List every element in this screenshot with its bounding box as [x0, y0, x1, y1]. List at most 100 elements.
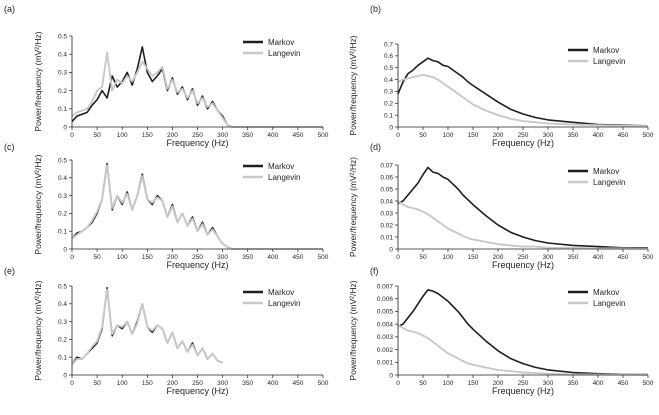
x-tick-label: 300 — [543, 380, 554, 387]
legend-label-markov: Markov — [268, 162, 294, 171]
x-axis-label: Frequency (Hz) — [492, 386, 554, 396]
x-tick-label: 500 — [643, 132, 654, 139]
y-tick-label: 0.01 — [380, 234, 393, 241]
y-tick-label: 0.03 — [380, 210, 393, 217]
x-tick-label: 150 — [468, 254, 479, 261]
y-tick-label: 0.4 — [58, 52, 67, 59]
chart-panel-5: (f) 0 50 100 150 200 250 300 350 400 450 500 0 0.001 0… — [348, 266, 654, 396]
x-tick-label: 500 — [318, 132, 329, 139]
legend-label-langevin: Langevin — [593, 178, 625, 187]
x-tick-label: 400 — [593, 132, 604, 139]
x-tick-label: 0 — [396, 380, 400, 387]
legend-label-langevin: Langevin — [593, 57, 625, 66]
x-axis-label: Frequency (Hz) — [166, 138, 228, 148]
y-axis-label: Power/frequency (mV²/Hz) — [348, 35, 358, 135]
legend-label-langevin: Langevin — [593, 299, 625, 308]
x-tick-label: 0 — [396, 254, 400, 261]
x-tick-label: 500 — [643, 380, 654, 387]
y-tick-label: 0.3 — [58, 70, 67, 77]
y-tick-label: 0.1 — [384, 112, 393, 119]
x-tick-label: 250 — [192, 380, 203, 387]
x-tick-label: 300 — [543, 132, 554, 139]
x-tick-label: 350 — [242, 132, 253, 139]
x-tick-label: 0 — [396, 132, 400, 139]
x-tick-label: 150 — [468, 132, 479, 139]
y-tick-label: 0.4 — [384, 77, 393, 84]
y-tick-label: 0.2 — [58, 88, 67, 95]
chart-panel-3: (d) 0 50 100 150 200 250 300 350 400 450 500 0 0.01 0.… — [348, 142, 654, 270]
legend-label-markov: Markov — [268, 38, 294, 47]
y-tick-label: 0.003 — [377, 334, 394, 341]
y-tick-label: 0.3 — [384, 89, 393, 96]
y-tick-label: 0.07 — [380, 162, 393, 169]
x-tick-label: 350 — [242, 254, 253, 261]
x-tick-label: 150 — [142, 132, 153, 139]
x-tick-label: 50 — [419, 380, 427, 387]
series-line-langevin — [71, 164, 323, 250]
y-tick-label: 0 — [63, 372, 67, 379]
x-tick-label: 50 — [93, 380, 101, 387]
x-tick-label: 150 — [142, 380, 153, 387]
x-tick-label: 350 — [568, 254, 579, 261]
y-tick-label: 0.5 — [58, 157, 67, 164]
y-tick-label: 0.007 — [377, 283, 394, 290]
x-tick-label: 300 — [217, 132, 228, 139]
y-tick-label: 0.5 — [58, 33, 67, 40]
legend-label-langevin: Langevin — [268, 173, 300, 182]
y-tick-label: 0.02 — [380, 222, 393, 229]
x-tick-label: 100 — [117, 380, 128, 387]
series-line-markov — [71, 46, 323, 128]
panel-label: (c) — [4, 142, 15, 152]
series-line-langevin — [71, 51, 323, 128]
series-line-langevin — [397, 324, 649, 376]
series-line-markov — [397, 166, 648, 249]
x-tick-label: 350 — [242, 380, 253, 387]
legend-label-langevin: Langevin — [268, 49, 300, 58]
chart-panel-2: (c) 0 50 100 150 200 250 300 350 400 450 500 0 0.1 0.2… — [4, 142, 329, 270]
x-tick-label: 300 — [543, 254, 554, 261]
legend-label-markov: Markov — [593, 167, 619, 176]
x-tick-label: 100 — [443, 254, 454, 261]
y-tick-label: 0.4 — [58, 301, 67, 308]
x-tick-label: 200 — [167, 132, 178, 139]
x-tick-label: 250 — [192, 132, 203, 139]
x-tick-label: 250 — [192, 254, 203, 261]
x-tick-label: 400 — [267, 254, 278, 261]
x-tick-label: 400 — [267, 132, 278, 139]
legend-label-markov: Markov — [593, 46, 619, 55]
x-tick-label: 450 — [292, 132, 303, 139]
x-tick-label: 0 — [70, 254, 74, 261]
x-tick-label: 50 — [419, 254, 427, 261]
y-tick-label: 0.3 — [58, 319, 67, 326]
y-tick-label: 0.5 — [384, 65, 393, 72]
y-tick-label: 0.2 — [58, 337, 67, 344]
series-line-markov — [397, 289, 649, 376]
panel-label: (e) — [4, 266, 15, 276]
x-tick-label: 150 — [468, 380, 479, 387]
x-axis-label: Frequency (Hz) — [492, 138, 554, 148]
y-tick-label: 0.5 — [58, 283, 67, 290]
panel-label: (a) — [4, 4, 15, 14]
y-tick-label: 0.1 — [58, 229, 67, 236]
x-tick-label: 500 — [318, 254, 329, 261]
y-tick-label: 0 — [63, 124, 67, 131]
x-tick-label: 100 — [117, 254, 128, 261]
x-tick-label: 50 — [93, 254, 101, 261]
x-tick-label: 350 — [568, 380, 579, 387]
y-tick-label: 0 — [389, 124, 393, 131]
y-tick-label: 0.6 — [384, 53, 393, 60]
x-tick-label: 450 — [292, 380, 303, 387]
x-tick-label: 450 — [618, 132, 629, 139]
x-tick-label: 100 — [443, 132, 454, 139]
y-tick-label: 0 — [389, 246, 393, 253]
y-tick-label: 0.06 — [380, 174, 393, 181]
x-tick-label: 50 — [419, 132, 427, 139]
series-line-markov — [397, 57, 649, 127]
legend-label-langevin: Langevin — [268, 299, 300, 308]
y-axis-label: Power/frequency (mV²/Hz) — [348, 280, 358, 380]
y-tick-label: 0.05 — [380, 186, 393, 193]
x-tick-label: 350 — [568, 132, 579, 139]
y-axis-label: Power/frequency (mV²/Hz) — [33, 31, 43, 131]
x-tick-label: 100 — [443, 380, 454, 387]
